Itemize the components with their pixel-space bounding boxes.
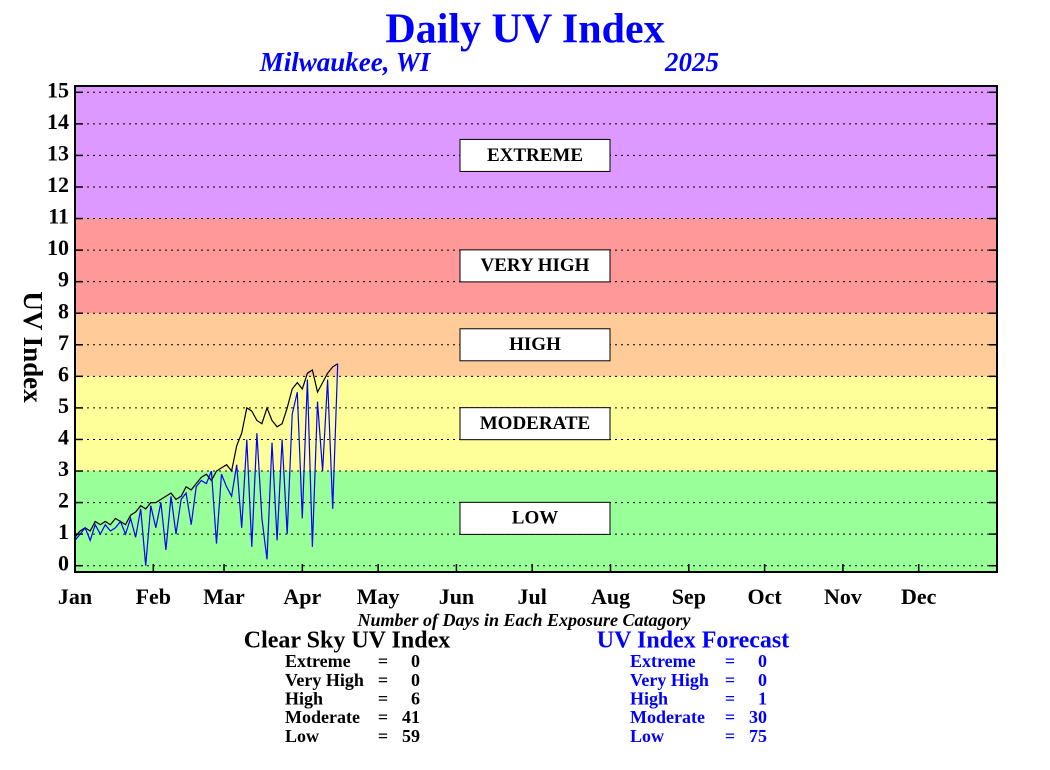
year: 2025 — [664, 47, 719, 77]
summary-name: Moderate — [630, 707, 705, 727]
uv-line — [74, 363, 339, 538]
summary-count: 0 — [411, 651, 420, 671]
x-tick-label: Oct — [748, 584, 783, 609]
x-tick-label: Jan — [58, 584, 92, 609]
band-label: MODERATE — [480, 413, 590, 434]
summary-name: Very High — [285, 670, 364, 690]
footer: Number of Days in Each Exposure Catagory — [356, 610, 691, 630]
y-tick-label: 7 — [58, 330, 69, 355]
y-tick-label: 6 — [58, 361, 69, 386]
summary-sep: = — [725, 726, 735, 746]
y-tick-label: 14 — [47, 109, 69, 134]
y-tick-label: 0 — [58, 551, 69, 576]
x-tick-label: Dec — [901, 584, 937, 609]
summary-name: Extreme — [630, 651, 696, 671]
chart-title: Daily UV Index — [385, 7, 664, 53]
x-tick-label: Sep — [672, 584, 706, 609]
y-tick-label: 2 — [58, 488, 69, 513]
summary-sep: = — [725, 707, 735, 727]
y-tick-label: 1 — [58, 519, 69, 544]
plot-frame — [74, 85, 998, 573]
uv-line — [74, 363, 339, 566]
summary-sep: = — [378, 670, 388, 690]
x-tick-label: Jun — [439, 584, 474, 609]
x-tick-label: Nov — [824, 584, 862, 609]
y-tick-label: 4 — [58, 425, 69, 450]
summary-name: High — [285, 689, 323, 709]
summary-name: Moderate — [285, 707, 360, 727]
summary-count: 0 — [758, 670, 767, 690]
x-tick-label: Feb — [136, 584, 171, 609]
band-label-box — [459, 249, 611, 283]
summary-name: Extreme — [285, 651, 351, 671]
x-tick-label: Apr — [283, 584, 321, 609]
summary-count: 6 — [411, 689, 420, 709]
y-tick-label: 9 — [58, 267, 69, 292]
summary-sep: = — [378, 707, 388, 727]
summary-sep: = — [725, 689, 735, 709]
band-label-box — [459, 138, 611, 172]
band-label: VERY HIGH — [481, 255, 590, 276]
summary-count: 59 — [402, 726, 420, 746]
x-tick-label: Aug — [591, 584, 630, 609]
summary-name: Low — [285, 726, 319, 746]
summary-heading: Clear Sky UV Index — [244, 628, 450, 654]
band-label: HIGH — [509, 334, 561, 355]
location: Milwaukee, WI — [259, 47, 432, 77]
summary-heading: UV Index Forecast — [597, 628, 789, 654]
band-label: LOW — [512, 508, 558, 529]
summary-count: 30 — [749, 707, 767, 727]
y-axis-label: UV Index — [18, 291, 48, 403]
y-tick-label: 13 — [47, 140, 69, 165]
y-tick-label: 12 — [47, 172, 69, 197]
x-tick-label: May — [357, 584, 400, 609]
y-tick-label: 8 — [58, 298, 69, 323]
summary-count: 1 — [758, 689, 767, 709]
y-tick-label: 3 — [58, 456, 69, 481]
band-label: EXTREME — [487, 145, 583, 166]
summary-name: Very High — [630, 670, 709, 690]
summary-count: 0 — [758, 651, 767, 671]
summary-name: High — [630, 689, 668, 709]
band-label-box — [459, 501, 611, 535]
summary-sep: = — [725, 670, 735, 690]
summary-sep: = — [378, 726, 388, 746]
y-tick-label: 10 — [47, 235, 69, 260]
y-tick-label: 15 — [47, 77, 69, 102]
x-tick-label: Mar — [203, 584, 245, 609]
summary-sep: = — [725, 651, 735, 671]
band-label-box — [459, 328, 611, 362]
y-tick-label: 5 — [58, 393, 69, 418]
x-tick-label: Jul — [518, 584, 547, 609]
summary-sep: = — [378, 689, 388, 709]
summary-count: 75 — [749, 726, 767, 746]
y-tick-label: 11 — [48, 204, 69, 229]
summary-name: Low — [630, 726, 664, 746]
band-label-box — [459, 407, 611, 441]
summary-sep: = — [378, 651, 388, 671]
summary-count: 0 — [411, 670, 420, 690]
summary-count: 41 — [402, 707, 420, 727]
